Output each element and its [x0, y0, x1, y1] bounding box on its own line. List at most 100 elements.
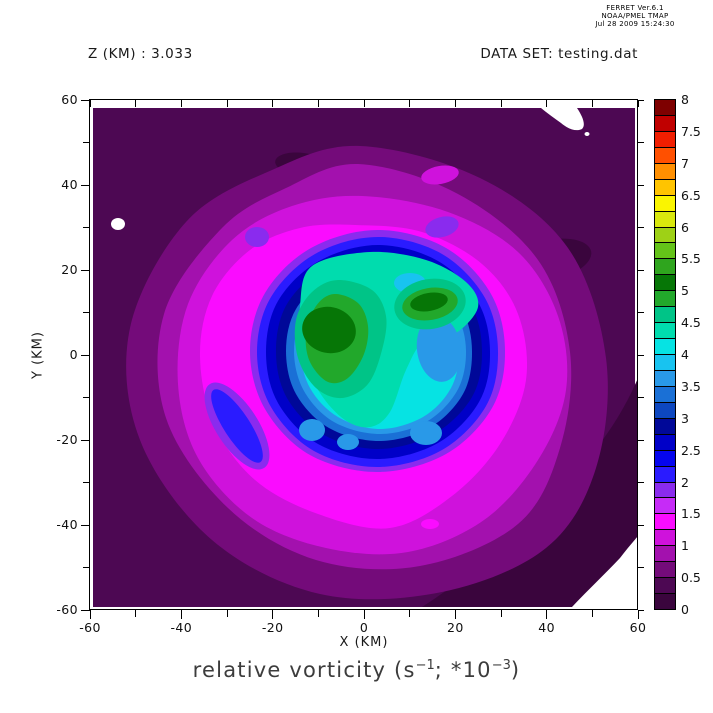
y-axis-tick-right: [638, 567, 644, 568]
caption-sup2: −3: [491, 658, 511, 673]
caption-post: ): [510, 658, 521, 682]
x-axis-tick: [180, 610, 182, 619]
vorticity-max-west: [302, 306, 356, 354]
colorbar-tick-label: 4.5: [681, 315, 701, 331]
x-axis-title: X (KM): [339, 635, 389, 650]
colorbar-cell: [654, 99, 676, 116]
colorbar-cell: [654, 465, 676, 483]
x-tick-label: 60: [629, 620, 647, 635]
colorbar-tick-label: 0: [681, 602, 689, 617]
colorbar-cell: [654, 593, 676, 610]
colorbar-cell: [654, 338, 676, 355]
colorbar: [654, 99, 676, 610]
core-blue-patch-south: [410, 421, 442, 445]
y-axis-tick-right: [638, 227, 644, 228]
x-axis-tick: [546, 610, 548, 619]
y-axis-tick-right: [638, 397, 644, 398]
y-axis-tick: [81, 609, 90, 611]
missing-data-wedge-north: [541, 108, 584, 131]
colorbar-cell: [654, 481, 676, 499]
x-axis-tick: [135, 610, 137, 617]
colorbar-cell: [654, 146, 676, 164]
colorbar-cell: [654, 242, 676, 260]
y-axis-tick: [81, 524, 90, 526]
core-blue-patch-east: [416, 316, 462, 382]
missing-data-dot-west: [111, 218, 125, 230]
y-axis-title: Y (KM): [30, 331, 46, 379]
x-tick-label: 20: [446, 620, 464, 635]
colorbar-tick-label: 6.5: [681, 187, 701, 203]
x-axis-tick-top: [591, 100, 593, 107]
x-axis-tick-top: [226, 100, 228, 107]
y-axis-tick-right: [638, 184, 644, 186]
vorticity-field: [93, 108, 638, 607]
colorbar-cell: [654, 290, 676, 308]
colorbar-tick-label: 0.5: [681, 570, 701, 586]
colorbar-cell: [654, 401, 676, 419]
core-blue-patch-sw1: [299, 419, 325, 441]
x-axis-tick: [637, 610, 639, 619]
dataset-label: DATA SET: testing.dat: [480, 46, 638, 62]
y-axis-tick: [81, 184, 90, 186]
missing-data-notch-se: [572, 536, 638, 607]
z-slice-label: Z (KM) : 3.033: [88, 46, 193, 62]
core-blue-patch-sw2: [337, 434, 359, 450]
contour-violet-spot-nw: [245, 227, 269, 247]
x-tick-label: -60: [79, 620, 101, 635]
colorbar-cell: [654, 322, 676, 340]
x-tick-label: 0: [359, 620, 369, 635]
branding-timestamp: Jul 28 2009 15:24:30: [595, 20, 675, 28]
colorbar-cell: [654, 162, 676, 180]
contour-magenta-patch-ne: [421, 165, 459, 185]
y-axis-tick: [83, 312, 90, 313]
y-axis-tick-right: [638, 482, 644, 483]
y-axis-tick: [81, 354, 90, 356]
y-tick-label: -60: [56, 602, 78, 617]
vorticity-streak-sw: [211, 389, 263, 463]
x-axis-tick: [363, 610, 365, 619]
colorbar-tick-label: 3.5: [681, 378, 701, 394]
low-vorticity-region-southeast: [422, 378, 638, 607]
caption: relative vorticity (s−1; *10−3): [0, 658, 713, 682]
y-axis-tick-right: [638, 524, 644, 526]
y-axis-tick: [81, 439, 90, 441]
colorbar-tick-label: 4: [681, 347, 689, 362]
colorbar-labels: 8 7.5 7 6.5 6 5.5 5 4.5 4 3.5 3 2.5 2 1.5 1 0.5 0: [681, 92, 711, 617]
colorbar-cell: [654, 114, 676, 132]
contour-violet-spot-ne: [425, 216, 459, 238]
y-tick-label: 40: [61, 177, 78, 192]
missing-data-dot-ne: [584, 132, 590, 136]
x-tick-label: -20: [261, 620, 284, 635]
colorbar-cell: [654, 210, 676, 228]
colorbar-cell: [654, 226, 676, 244]
colorbar-tick-label: 6: [681, 219, 689, 235]
x-axis-tick: [226, 610, 228, 617]
colorbar-cell: [654, 513, 676, 531]
x-axis-tick-top: [637, 100, 639, 107]
x-axis-tick-top: [317, 100, 319, 107]
x-tick-label: -40: [170, 620, 193, 635]
x-axis-tick: [591, 610, 593, 617]
x-axis-tick: [272, 610, 274, 619]
ferret-branding: FERRET Ver.6.1 NOAA/PMEL TMAP Jul 28 200…: [565, 4, 705, 28]
colorbar-cell: [654, 433, 676, 451]
colorbar-tick-label: 3: [681, 410, 689, 426]
vorticity-max-east: [410, 292, 448, 312]
colorbar-cell: [654, 258, 676, 276]
colorbar-cell: [654, 274, 676, 292]
x-axis-tick-top: [546, 100, 548, 107]
y-tick-label: 0: [69, 347, 78, 362]
y-axis-tick: [83, 227, 90, 228]
colorbar-cell: [654, 385, 676, 403]
colorbar-cell: [654, 178, 676, 196]
x-axis-tick-top: [409, 100, 411, 107]
colorbar-tick-label: 1: [681, 538, 689, 554]
x-axis-tick-top: [363, 100, 365, 107]
colorbar-cell: [654, 545, 676, 563]
y-axis-tick: [81, 99, 90, 101]
caption-pre: relative vorticity (s: [192, 658, 416, 682]
caption-mid: ; *10: [434, 658, 492, 682]
colorbar-cell: [654, 417, 676, 435]
colorbar-tick-label: 7.5: [681, 123, 701, 139]
y-axis-tick-right: [638, 99, 644, 101]
